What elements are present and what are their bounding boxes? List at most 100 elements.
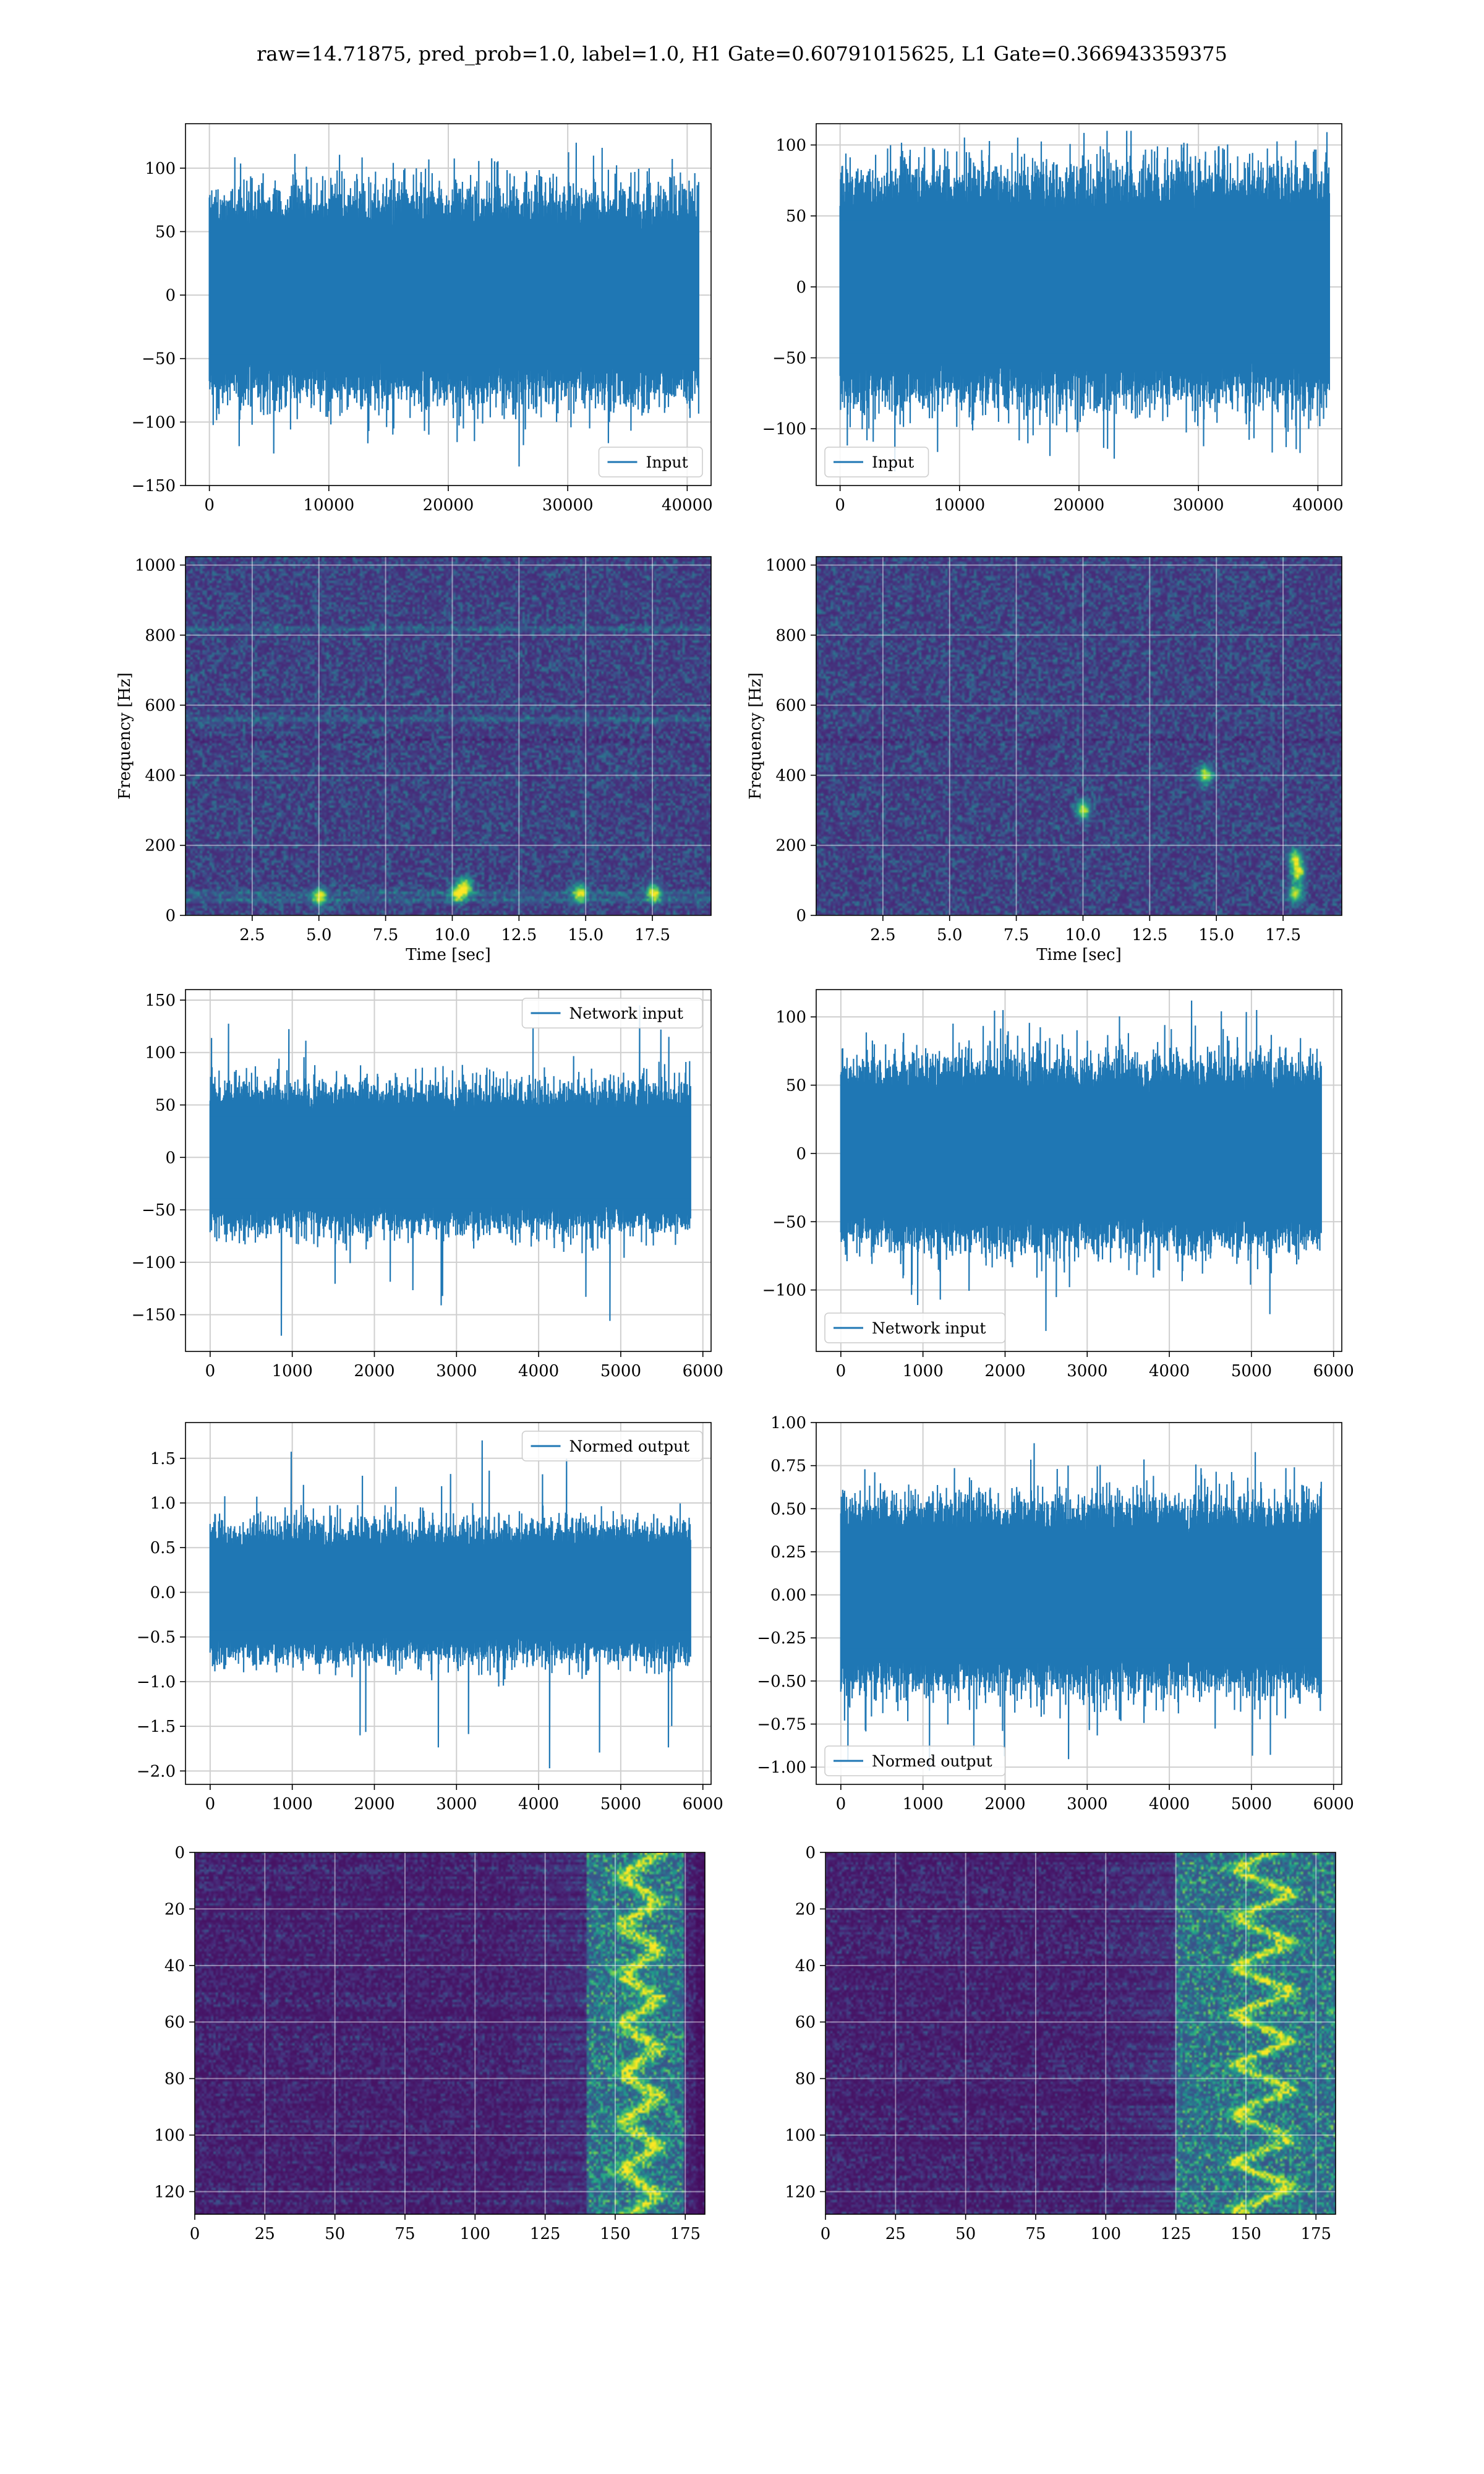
x-tick-label: 2000 [984, 1795, 1025, 1813]
y-tick-label: −1.0 [137, 1673, 176, 1692]
y-tick-label: −1.5 [137, 1718, 176, 1736]
y-axis-label: Frequency [Hz] [116, 672, 134, 800]
series-core-band [210, 1554, 691, 1631]
x-tick-label: 3000 [436, 1795, 477, 1813]
x-tick-label: 175 [1300, 2225, 1331, 2243]
x-tick-label: 5000 [600, 1795, 641, 1813]
x-tick-label: 4000 [1149, 1362, 1190, 1380]
x-tick-label: 25 [885, 2225, 906, 2243]
x-tick-label: 17.5 [634, 926, 670, 944]
legend-label: Normed output [872, 1752, 992, 1770]
y-tick-label: 50 [155, 1097, 176, 1115]
x-tick-label: 0 [204, 496, 215, 515]
x-tick-label: 50 [955, 2225, 976, 2243]
x-tick-label: 12.5 [1132, 926, 1167, 944]
y-tick-label: 800 [775, 627, 806, 645]
h1-input-plot: 0 10000 20000 30000 40000 −150 −100 −50 0 50 100 In… [132, 123, 713, 515]
x-tick-label: 10000 [303, 496, 354, 515]
legend-label: Network input [872, 1319, 986, 1337]
y-tick-label: 0.5 [150, 1539, 176, 1557]
y-tick-label: 20 [164, 1900, 185, 1919]
plot-area [186, 1423, 711, 1784]
y-tick-label: 0 [165, 907, 176, 925]
y-tick-label: 0.0 [150, 1583, 176, 1602]
y-tick-label: 100 [145, 160, 176, 178]
x-tick-label: 175 [670, 2225, 701, 2243]
y-tick-label: 1.5 [150, 1450, 176, 1468]
x-tick-label: 7.5 [1004, 926, 1029, 944]
x-tick-label: 150 [600, 2225, 631, 2243]
x-tick-label: 4000 [1149, 1795, 1190, 1813]
y-tick-label: 1.0 [150, 1494, 176, 1513]
y-tick-label: 0 [165, 1149, 176, 1167]
axes-frame [825, 1852, 1336, 2215]
h1-spectrogram-plot: 2.5 5.0 7.5 10.0 12.5 15.0 17.5 0 200 400 600 800 10… [116, 556, 712, 964]
y-tick-label: 0 [796, 907, 806, 925]
x-tick-label: 1000 [272, 1795, 313, 1813]
legend-label: Input [872, 453, 914, 471]
y-tick-label: 50 [786, 207, 806, 226]
x-tick-label: 30000 [1173, 496, 1224, 515]
x-tick-label: 1000 [272, 1362, 313, 1380]
x-tick-label: 0 [205, 1795, 216, 1813]
x-tick-label: 3000 [436, 1362, 477, 1380]
y-tick-label: 100 [775, 136, 806, 155]
y-tick-label: 0.00 [770, 1586, 806, 1605]
y-tick-label: 0 [796, 278, 806, 297]
plot-area [816, 557, 1342, 915]
legend-box [521, 998, 703, 1029]
y-tick-label: 100 [775, 1008, 806, 1027]
y-tick-label: 50 [155, 223, 176, 241]
x-axis-label: Time [sec] [1036, 946, 1122, 964]
x-tick-label: 5.0 [937, 926, 962, 944]
x-tick-label: 0 [190, 2225, 200, 2243]
y-tick-label: 1000 [135, 557, 176, 575]
y-tick-label: 1.00 [770, 1414, 806, 1432]
plot-area [816, 990, 1342, 1351]
y-tick-label: 400 [775, 766, 806, 785]
x-tick-label: 20000 [1054, 496, 1105, 515]
y-tick-label: −100 [132, 1254, 176, 1272]
l1-input-plot: 0 10000 20000 30000 40000 −100 −50 0 50 100 Input [762, 123, 1344, 515]
x-tick-label: 6000 [683, 1795, 723, 1813]
y-tick-label: 60 [164, 2013, 185, 2032]
plot-area [186, 557, 711, 915]
plot-area [186, 124, 711, 486]
y-tick-label: −0.75 [757, 1716, 806, 1734]
x-tick-label: 4000 [518, 1362, 559, 1380]
series-core-band [840, 1100, 1321, 1207]
legend-box [521, 1431, 703, 1462]
x-tick-label: 30000 [542, 496, 594, 515]
y-tick-label: 0.50 [770, 1500, 806, 1518]
x-tick-label: 125 [530, 2225, 561, 2243]
x-tick-label: 125 [1161, 2225, 1192, 2243]
x-tick-label: 15.0 [568, 926, 603, 944]
x-axis-label: Time [sec] [406, 946, 491, 964]
axes-frame [816, 1422, 1342, 1785]
x-tick-label: 20000 [423, 496, 474, 515]
y-tick-label: 20 [795, 1900, 816, 1919]
plot-area [195, 1852, 705, 2214]
y-tick-label: 0 [796, 1145, 806, 1163]
plot-area [825, 1852, 1336, 2214]
y-tick-label: 600 [145, 696, 176, 715]
legend-label: Network input [569, 1004, 683, 1022]
x-tick-label: 50 [325, 2225, 345, 2243]
legend: Normed output [521, 1431, 703, 1462]
x-tick-label: 100 [459, 2225, 490, 2243]
y-tick-label: −50 [142, 1201, 176, 1220]
legend-label: Normed output [569, 1437, 690, 1455]
y-tick-label: 100 [785, 2126, 816, 2145]
y-tick-label: 0 [805, 1844, 816, 1862]
x-tick-label: 6000 [1313, 1362, 1354, 1380]
series-core-band [210, 1116, 691, 1199]
y-axis-label: Frequency [Hz] [746, 672, 765, 800]
legend: Network input [824, 1312, 1006, 1343]
y-tick-label: 40 [795, 1957, 816, 1975]
x-tick-label: 6000 [1313, 1795, 1354, 1813]
y-tick-label: 40 [164, 1957, 185, 1975]
plot-area [186, 990, 711, 1351]
legend: Input [598, 447, 703, 477]
h1-network-input-plot: 0 1000 2000 3000 4000 5000 6000 −150 −100 −50 0 50 1… [132, 989, 723, 1380]
